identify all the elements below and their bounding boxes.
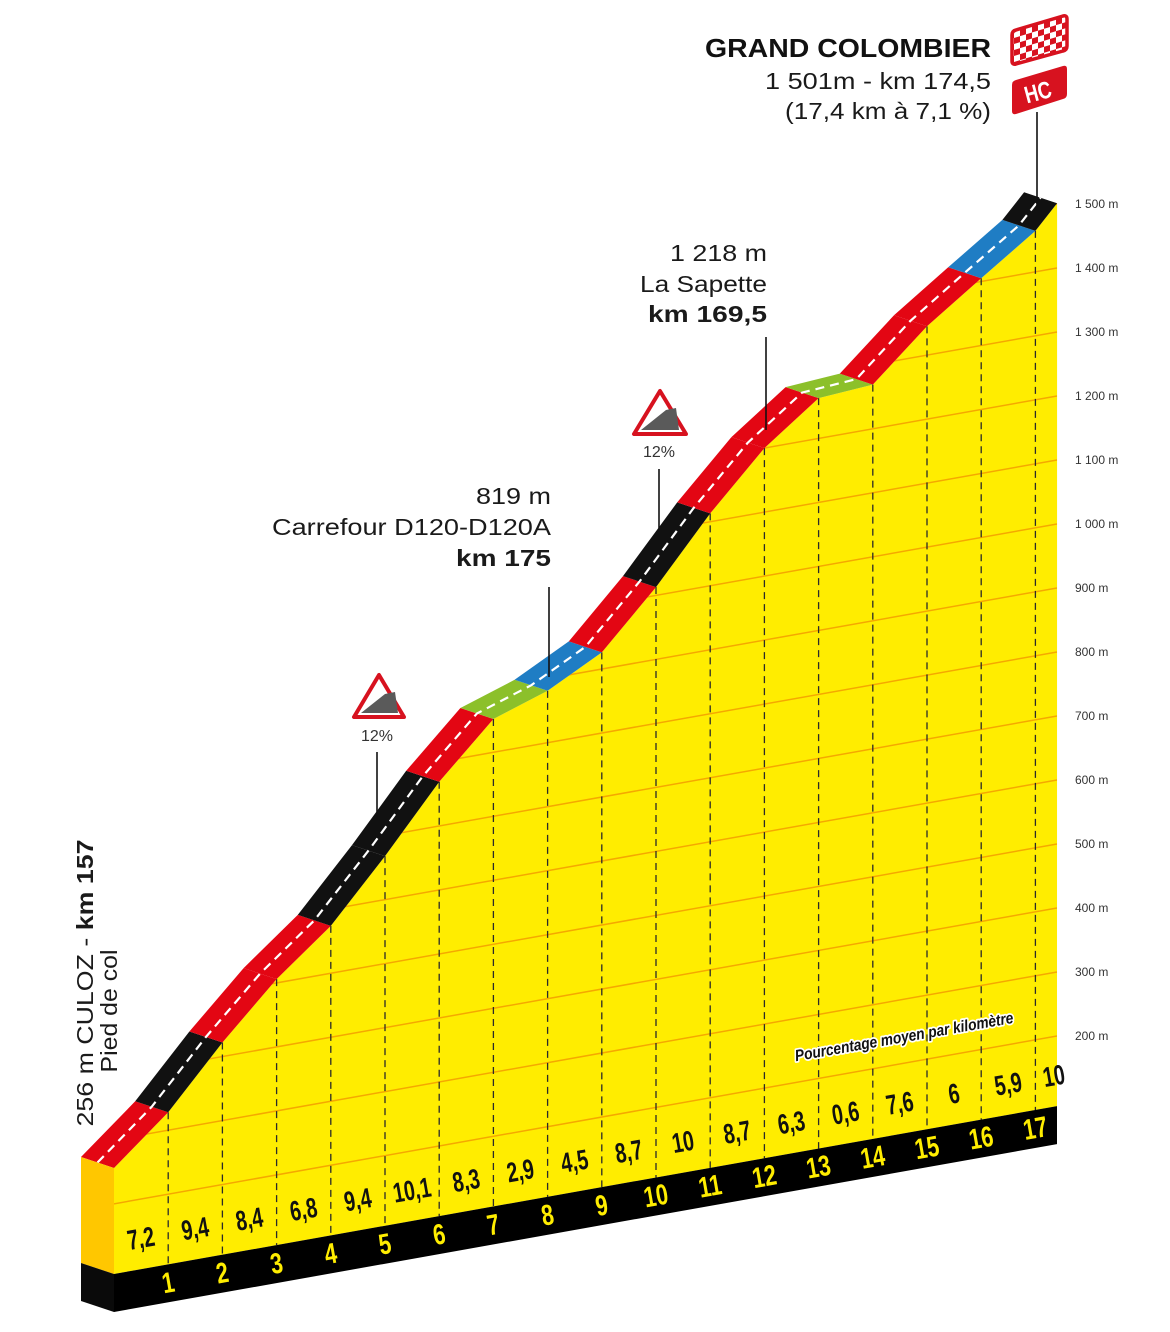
gradient-label: 4,5 xyxy=(559,1144,591,1180)
km-marker-label: 12 xyxy=(750,1160,779,1195)
gradient-label: 7,2 xyxy=(125,1221,157,1257)
steep-sign-label: 12% xyxy=(643,444,675,461)
gradient-segment-black xyxy=(297,845,385,926)
gradient-ribbon xyxy=(81,192,1058,1168)
altitude-tick-label: 900 m xyxy=(1075,581,1108,595)
km-marker-label: 7 xyxy=(485,1209,502,1242)
gradient-segment-red xyxy=(189,968,277,1043)
km-divider-lines xyxy=(167,230,1037,1265)
km-marker-label: 11 xyxy=(696,1169,724,1204)
km-marker-label: 16 xyxy=(967,1121,996,1156)
climb-name: GRAND COLOMBIER xyxy=(705,33,991,63)
steep-gradient-warning-icon xyxy=(632,389,688,436)
km-marker-label: 5 xyxy=(376,1228,393,1261)
waypoint-name: Carrefour D120-D120A xyxy=(272,514,552,540)
km-marker-label: 17 xyxy=(1021,1111,1050,1146)
km-labels: 1 2 3 4 5 6 7 8 9 10 11 12 13 14 15 16 17 xyxy=(159,1111,1050,1300)
gradient-label: 6,8 xyxy=(288,1192,320,1228)
km-marker-label: 9 xyxy=(593,1190,610,1223)
km-marker-label: 10 xyxy=(641,1179,670,1214)
altitude-tick-label: 1 400 m xyxy=(1075,261,1118,275)
gradient-label: 2,9 xyxy=(504,1154,536,1190)
altitude-gridline xyxy=(114,971,1058,1141)
gradient-label: 7,6 xyxy=(884,1086,916,1122)
altitude-axis: 200 m 300 m 400 m 500 m 600 m 700 m 800 m 900 m… xyxy=(1075,197,1118,1043)
waypoint-name: La Sapette xyxy=(640,271,767,297)
steep-gradient-warning-icon xyxy=(352,673,406,719)
start-place-text: 256 m CULOZ - xyxy=(72,930,98,1126)
gradient-label: 10,1 xyxy=(391,1172,434,1209)
km-marker-label: 15 xyxy=(912,1131,941,1166)
altitude-tick-label: 800 m xyxy=(1075,645,1108,659)
steep-sign-label: 12% xyxy=(361,728,393,745)
km-marker-label: 8 xyxy=(539,1199,556,1232)
altitude-gridline xyxy=(114,1035,1058,1205)
profile-base xyxy=(81,1106,1057,1312)
climb-stats: (17,4 km à 7,1 %) xyxy=(785,98,991,124)
start-label: Pied de col xyxy=(96,950,122,1073)
km-marker-label: 1 xyxy=(159,1267,176,1300)
altitude-tick-label: 1 300 m xyxy=(1075,325,1118,339)
km-marker-label: 6 xyxy=(430,1218,447,1251)
profile-front-face xyxy=(114,203,1058,1274)
gradient-label: 8,4 xyxy=(233,1202,266,1238)
waypoint-carrefour: 819 m Carrefour D120-D120A km 175 xyxy=(272,483,552,677)
gradient-label: 10 xyxy=(670,1125,697,1160)
waypoint-km: km 169,5 xyxy=(648,301,767,327)
road-centerline xyxy=(96,197,1042,1164)
gradient-label: 5,9 xyxy=(992,1067,1024,1103)
start-km-text: km 157 xyxy=(72,840,98,931)
steep-sign-1: 12% xyxy=(352,673,406,820)
gradient-label: 6,3 xyxy=(775,1106,807,1142)
altitude-tick-label: 1 200 m xyxy=(1075,389,1118,403)
gradient-segment-black xyxy=(1002,192,1058,231)
altitude-tick-label: 500 m xyxy=(1075,837,1108,851)
km-marker-label: 3 xyxy=(268,1247,285,1280)
profile-side-face xyxy=(81,1157,114,1274)
gradient-label: 8,7 xyxy=(721,1115,753,1151)
elevation-area xyxy=(114,203,1058,1274)
gradient-label: 8,7 xyxy=(613,1135,645,1171)
checkered-flag-icon xyxy=(1010,14,1069,66)
km-marker-label: 13 xyxy=(804,1150,833,1185)
altitude-tick-label: 600 m xyxy=(1075,773,1108,787)
gradient-label: 9,4 xyxy=(342,1183,375,1219)
gradient-labels: 7,2 9,4 8,4 6,8 9,4 10,1 8,3 2,9 4,5 8,7 10 8,7 6,3 0… xyxy=(125,1059,1067,1257)
waypoint-altitude: 819 m xyxy=(476,483,551,509)
steep-sign-2: 12% xyxy=(632,389,688,530)
altitude-tick-label: 300 m xyxy=(1075,965,1108,979)
altitude-tick-label: 400 m xyxy=(1075,901,1108,915)
start-altitude-place: 256 m CULOZ - km 157 xyxy=(72,840,98,1127)
gradient-label: 8,3 xyxy=(450,1164,482,1200)
waypoint-altitude: 1 218 m xyxy=(670,240,767,266)
km-base-strip xyxy=(114,1106,1057,1312)
altitude-tick-label: 1 000 m xyxy=(1075,517,1118,531)
altitude-tick-label: 1 100 m xyxy=(1075,453,1118,467)
gradient-segment-red xyxy=(731,387,819,449)
altitude-gridline xyxy=(114,907,1058,1077)
gradient-segment-black xyxy=(352,770,440,857)
altitude-tick-label: 700 m xyxy=(1075,709,1108,723)
waypoint-km: km 175 xyxy=(456,545,551,571)
start-annotation: 256 m CULOZ - km 157 Pied de col xyxy=(72,840,122,1127)
category-hc-badge: HC xyxy=(1012,65,1067,115)
km-marker-label: 2 xyxy=(214,1257,231,1290)
base-side-face xyxy=(81,1263,114,1312)
altitude-tick-label: 1 500 m xyxy=(1075,197,1118,211)
altitude-tick-label: 200 m xyxy=(1075,1029,1108,1043)
waypoint-la-sapette: 1 218 m La Sapette km 169,5 xyxy=(640,240,767,430)
gradient-label: 10 xyxy=(1041,1059,1068,1094)
summit-title-block: GRAND COLOMBIER 1 501m - km 174,5 (17,4 … xyxy=(705,14,1069,206)
gradient-label: 6 xyxy=(946,1078,962,1111)
gradient-label: 0,6 xyxy=(830,1096,862,1132)
summit-info: 1 501m - km 174,5 xyxy=(765,68,991,94)
gradient-label: 9,4 xyxy=(179,1212,212,1248)
